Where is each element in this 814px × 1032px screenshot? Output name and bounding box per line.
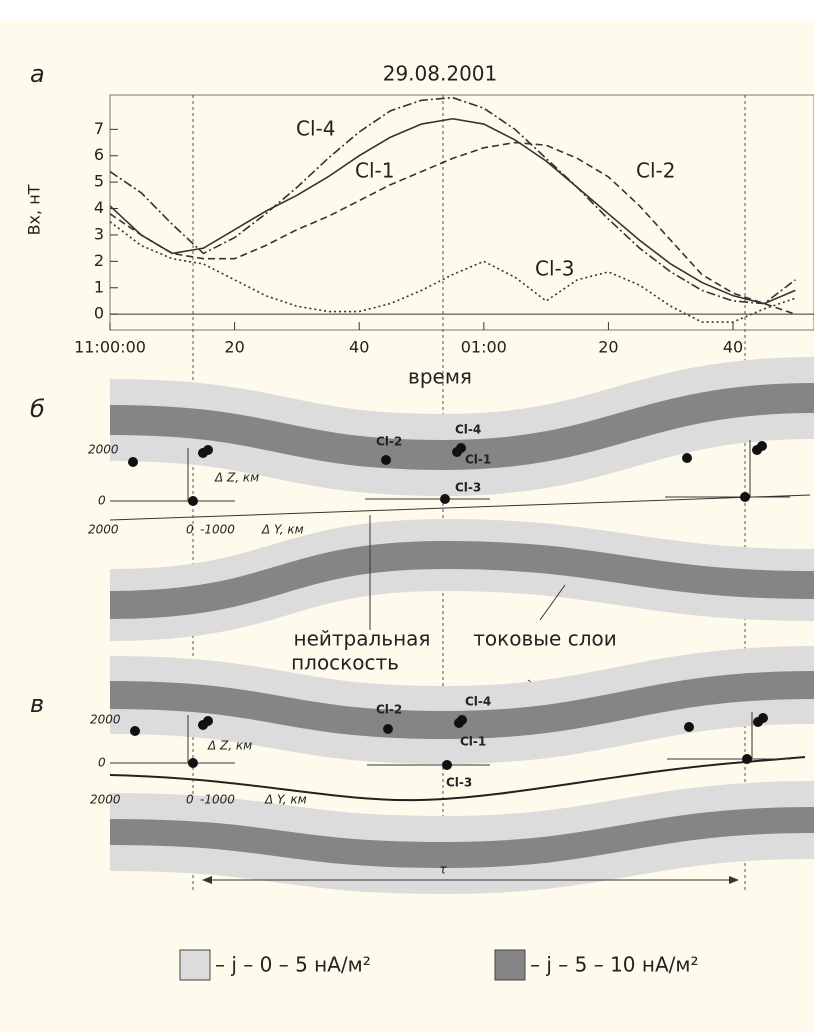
spacecraft-label: Cl-2 xyxy=(376,435,402,449)
series-line xyxy=(110,117,796,305)
y-axis-label: Δ Y, км xyxy=(261,523,304,537)
panel-b: б 2000 0 2000 0 -1000 Δ Z, км Δ Y, км Cl… xyxy=(30,357,814,641)
plot-frame xyxy=(109,94,814,331)
spacecraft-label: Cl-3 xyxy=(455,481,481,495)
x-tick-label: 40 xyxy=(723,338,743,357)
spacecraft-label: Cl-1 xyxy=(460,735,486,749)
y-tick: -1000 xyxy=(200,793,235,807)
series-label: Cl-1 xyxy=(355,159,394,183)
x-tick-label: 01:00 xyxy=(461,338,507,357)
current-sheet-core xyxy=(109,383,814,471)
neutral-plane xyxy=(109,494,811,521)
x-tick-label: 20 xyxy=(224,338,244,357)
tau-label: τ xyxy=(439,863,447,877)
y-tick: 2000 xyxy=(90,793,121,807)
legend-label: – j – 5 – 10 нА/м² xyxy=(530,953,698,977)
z-tick: 2000 xyxy=(90,713,121,727)
y-tick-label: 4 xyxy=(94,198,104,217)
annotation: токовые слои xyxy=(473,627,616,651)
panel-c: в 2000 0 2000 0 -1000 Δ Z, км Δ Y, км Cl… xyxy=(30,646,814,895)
spacecraft-label: Cl-3 xyxy=(446,776,472,790)
legend-swatch xyxy=(179,949,211,981)
y-tick-label: 0 xyxy=(94,304,104,323)
z-tick: 0 xyxy=(98,756,106,770)
y-tick-label: 2 xyxy=(94,251,104,270)
panel-label: б xyxy=(30,395,45,423)
spacecraft-label: Cl-4 xyxy=(465,695,491,709)
current-sheet-core xyxy=(109,671,814,740)
spacecraft-label: Cl-1 xyxy=(465,453,491,467)
callout xyxy=(539,584,566,621)
y-tick-label: 3 xyxy=(94,224,104,243)
z-tick: 2000 xyxy=(88,443,119,457)
series-line xyxy=(110,96,796,305)
y-tick-label: 5 xyxy=(94,172,104,191)
series-line xyxy=(110,141,796,315)
current-sheet-core xyxy=(109,807,814,869)
spacecraft-label: Cl-4 xyxy=(455,423,481,437)
legend-label: – j – 0 – 5 нА/м² xyxy=(215,953,371,977)
x-axis-label: время xyxy=(408,365,472,389)
panel-label: в xyxy=(30,690,44,718)
x-tick-label: 20 xyxy=(598,338,618,357)
annotation: нейтральная xyxy=(294,627,431,651)
neutral-plane xyxy=(109,756,806,802)
current-sheet-core xyxy=(109,540,814,619)
spacecraft-dots xyxy=(130,713,768,770)
spacecraft-label: Cl-2 xyxy=(376,703,402,717)
z-axis-label: Δ Z, км xyxy=(207,739,252,753)
z-tick: 0 xyxy=(98,494,106,508)
spacecraft-dots xyxy=(128,441,767,506)
series-line xyxy=(110,221,796,323)
z-axis-label: Δ Z, км xyxy=(214,471,259,485)
y-axis-label: Δ Y, км xyxy=(264,793,307,807)
y-tick: 0 xyxy=(186,793,194,807)
y-tick-label: 7 xyxy=(94,119,104,138)
top-strip xyxy=(0,0,814,20)
plot-lines xyxy=(110,96,796,323)
x-tick-label: 11:00:00 xyxy=(74,338,146,357)
series-label: Cl-2 xyxy=(636,159,675,183)
y-tick-label: 6 xyxy=(94,145,104,164)
annotation: плоскость xyxy=(291,651,399,675)
y-tick: -1000 xyxy=(200,523,235,537)
panel-label: а xyxy=(30,60,45,88)
y-tick-label: 1 xyxy=(94,277,104,296)
y-tick: 2000 xyxy=(88,523,119,537)
series-label: Cl-4 xyxy=(296,117,335,141)
y-axis-label: Bx, нТ xyxy=(25,184,44,235)
x-tick-label: 40 xyxy=(349,338,369,357)
legend-swatch xyxy=(494,949,526,981)
series-label: Cl-3 xyxy=(535,257,574,281)
y-tick: 0 xyxy=(186,523,194,537)
chart-title: 29.08.2001 xyxy=(383,62,498,86)
